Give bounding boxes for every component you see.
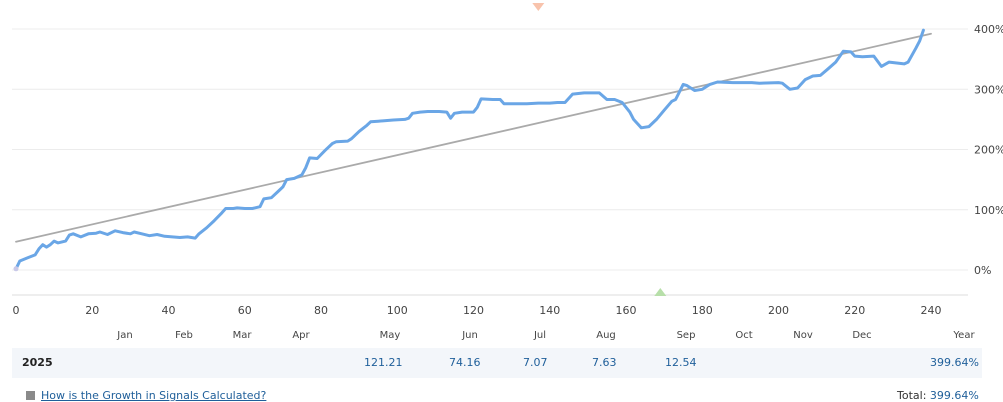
x-tick-label: 180 bbox=[692, 304, 713, 317]
month-label: Jul bbox=[533, 330, 546, 341]
x-tick-label: 240 bbox=[921, 304, 942, 317]
month-value-jun: 74.16 bbox=[449, 356, 481, 369]
total-value: 399.64% bbox=[929, 389, 979, 402]
month-value-sep: 12.54 bbox=[665, 356, 697, 369]
x-tick-label: 80 bbox=[314, 304, 328, 317]
y-tick-label: 0% bbox=[974, 264, 991, 277]
start-point bbox=[13, 266, 19, 272]
x-tick-label: 160 bbox=[616, 304, 637, 317]
x-axis-labels: 0 20 40 60 80 100 120 140 160 180 200 220 240 bbox=[13, 304, 942, 317]
month-label: Sep bbox=[677, 330, 696, 341]
year-label: 2025 bbox=[22, 356, 53, 369]
month-label: Year bbox=[952, 330, 975, 341]
year-stats-row: 2025 121.21 74.16 7.07 7.63 12.54 399.64… bbox=[12, 348, 982, 378]
month-label: Jun bbox=[461, 330, 478, 341]
growth-chart: 0% 100% 200% 300% 400% 0 20 40 60 80 100 120 140 160… bbox=[12, 3, 1003, 341]
help-link-row[interactable]: How is the Growth in Signals Calculated? bbox=[26, 389, 266, 402]
month-label: Aug bbox=[596, 330, 616, 341]
month-label: Mar bbox=[233, 330, 253, 341]
help-icon bbox=[26, 391, 35, 400]
x-tick-label: 140 bbox=[539, 304, 560, 317]
x-tick-label: 200 bbox=[768, 304, 789, 317]
month-label: Oct bbox=[735, 330, 752, 341]
growth-series-line bbox=[14, 28, 925, 271]
x-tick-label: 40 bbox=[162, 304, 176, 317]
chart-grid bbox=[12, 28, 968, 296]
y-tick-label: 200% bbox=[974, 144, 1003, 157]
y-tick-label: 400% bbox=[974, 23, 1003, 36]
x-tick-label: 20 bbox=[85, 304, 99, 317]
sell-marker bbox=[532, 3, 545, 11]
x-tick-label: 100 bbox=[387, 304, 408, 317]
chart-series bbox=[13, 28, 932, 272]
x-tick-label: 220 bbox=[844, 304, 865, 317]
month-label: Apr bbox=[292, 330, 310, 341]
y-tick-label: 100% bbox=[974, 204, 1003, 217]
month-value-aug: 7.63 bbox=[592, 356, 617, 369]
x-tick-label: 0 bbox=[13, 304, 20, 317]
month-value-jul: 7.07 bbox=[523, 356, 548, 369]
chart-markers bbox=[532, 3, 667, 296]
trend-series-line bbox=[15, 32, 932, 243]
y-tick-label: 300% bbox=[974, 83, 1003, 96]
year-total-value: 399.64% bbox=[930, 356, 979, 369]
buy-marker bbox=[654, 288, 667, 296]
total-label: Total: bbox=[897, 389, 927, 402]
month-label: May bbox=[380, 330, 401, 341]
y-axis-labels: 0% 100% 200% 300% 400% bbox=[974, 23, 1003, 277]
month-label: Dec bbox=[852, 330, 871, 341]
x-tick-label: 120 bbox=[463, 304, 484, 317]
month-label: Feb bbox=[175, 330, 193, 341]
month-label: Jan bbox=[116, 330, 132, 341]
month-labels: Jan Feb Mar Apr May Jun Jul Aug Sep Oct Nov Dec Year bbox=[116, 330, 975, 341]
total-summary: Total: 399.64% bbox=[897, 389, 979, 402]
help-link[interactable]: How is the Growth in Signals Calculated? bbox=[41, 389, 267, 402]
month-label: Nov bbox=[793, 330, 813, 341]
x-tick-label: 60 bbox=[238, 304, 252, 317]
month-value-may: 121.21 bbox=[364, 356, 403, 369]
